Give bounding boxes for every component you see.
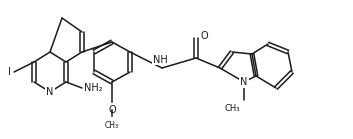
Text: N: N (240, 77, 248, 87)
Text: NH₂: NH₂ (84, 83, 103, 93)
Text: NH: NH (152, 55, 167, 65)
Text: O: O (200, 31, 208, 41)
Text: CH₃: CH₃ (105, 121, 119, 130)
Text: I: I (8, 67, 11, 77)
Text: CH₃: CH₃ (225, 104, 240, 113)
Text: O: O (108, 105, 116, 115)
Text: N: N (46, 87, 54, 97)
Text: N: N (46, 87, 54, 97)
